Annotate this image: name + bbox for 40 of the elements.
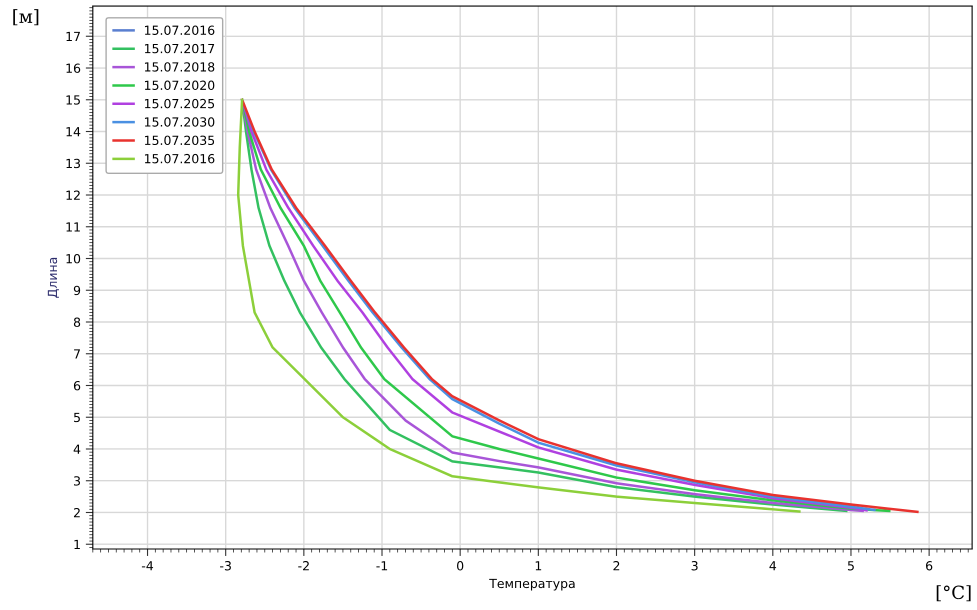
- y-tick-label: 1: [74, 540, 80, 549]
- x-tick-label: 5: [848, 561, 854, 570]
- x-tick-label: 1: [536, 561, 542, 570]
- y-tick-label: 10: [66, 254, 80, 264]
- x-tick-label: -3: [220, 561, 231, 570]
- y-tick-label: 17: [66, 32, 80, 42]
- legend-label: 15.07.2017: [144, 44, 214, 54]
- legend-label: 15.07.2016: [144, 154, 214, 164]
- y-tick-label: 4: [74, 444, 80, 454]
- x-tick-label: 4: [769, 561, 776, 570]
- y-tick-label: 12: [66, 190, 80, 200]
- x-tick-label: -1: [376, 561, 388, 570]
- y-tick-label: 15: [66, 95, 80, 105]
- x-tick-label: -4: [142, 561, 154, 570]
- x-tick-label: 2: [613, 561, 620, 570]
- legend-label: 15.07.2020: [144, 80, 214, 90]
- y-tick-label: 9: [74, 286, 80, 296]
- y-tick-label: 16: [66, 63, 80, 73]
- y-tick-label: 5: [74, 412, 80, 422]
- y-tick-label: 7: [74, 349, 80, 358]
- y-axis-title: Длина: [48, 258, 59, 298]
- x-tick-label: 0: [457, 561, 464, 570]
- text: [м]: [13, 9, 38, 26]
- y-tick-label: 2: [74, 508, 80, 518]
- x-tick-label: 3: [692, 561, 698, 570]
- y-tick-label: 11: [66, 222, 80, 232]
- x-tick-label: -2: [298, 561, 309, 570]
- x-tick-label: 6: [926, 561, 932, 570]
- legend-label: 15.07.2025: [144, 98, 214, 108]
- text: [°C]: [936, 585, 971, 602]
- y-tick-label: 8: [74, 317, 80, 327]
- y-tick-label: 3: [74, 476, 80, 486]
- legend-label: 15.07.2030: [144, 117, 214, 127]
- legend-label: 15.07.2018: [144, 62, 214, 72]
- y-tick-label: 13: [66, 158, 80, 168]
- legend-label: 15.07.2016: [144, 26, 214, 35]
- y-tick-label: 14: [66, 127, 80, 136]
- legend-label: 15.07.2035: [144, 136, 214, 146]
- x-axis-title: Температура: [489, 578, 575, 591]
- y-tick-label: 6: [74, 380, 80, 390]
